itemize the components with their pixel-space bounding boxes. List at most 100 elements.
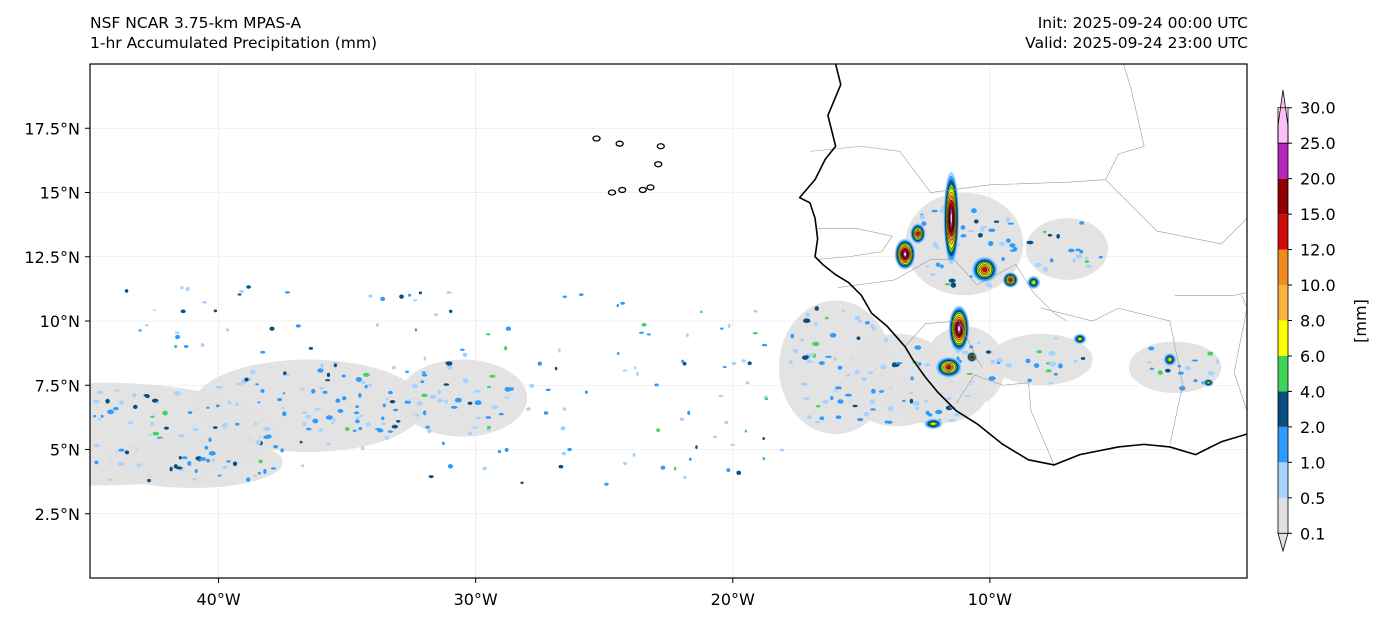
precip-speck: [79, 438, 83, 440]
precip-speck: [944, 283, 952, 286]
island-outline: [638, 186, 647, 194]
lat-tick-label: 5°N: [50, 441, 80, 460]
precip-speck: [1073, 359, 1078, 363]
precip-speck: [973, 219, 979, 224]
precip-speck: [0, 444, 1, 447]
shower-dot: [578, 293, 584, 297]
precip-speck: [818, 361, 825, 366]
shower-dot: [584, 390, 588, 394]
precip-speck: [235, 422, 240, 426]
precip-field: [0, 192, 1222, 489]
precip-speck: [902, 399, 906, 403]
precip-speck: [925, 265, 930, 268]
precip-speck: [921, 221, 927, 226]
shower-dot: [147, 433, 153, 436]
precip-speck: [355, 377, 362, 383]
precip-speck: [964, 395, 972, 398]
lon-tick-label: 10°W: [968, 590, 1012, 609]
colorbar-level-label: 12.0: [1300, 241, 1336, 260]
precip-speck: [273, 444, 278, 449]
storm-cell-contour: [950, 211, 953, 225]
precip-speck: [325, 442, 331, 446]
precip-speck: [829, 332, 837, 338]
storm-cell-contour: [1167, 357, 1172, 362]
precip-speck: [919, 214, 926, 220]
precip-speck: [909, 398, 914, 404]
precip-speck: [467, 401, 473, 405]
shower-dot: [180, 309, 186, 314]
precip-speck: [846, 373, 851, 377]
shower-dot: [462, 352, 468, 357]
shower-dot: [269, 326, 275, 331]
precip-speck: [1149, 367, 1155, 370]
shower-dot: [150, 415, 155, 418]
border-line: [904, 320, 983, 368]
precip-speck: [368, 383, 372, 388]
precip-speck: [358, 392, 362, 398]
precip-speck: [18, 465, 24, 468]
title-block: NSF NCAR 3.75-km MPAS-A 1-hr Accumulated…: [90, 13, 377, 53]
shower-dot: [604, 482, 609, 486]
precip-speck: [263, 426, 271, 432]
precip-speck: [1056, 233, 1060, 239]
shower-dot: [753, 309, 758, 313]
precip-speck: [1005, 216, 1010, 222]
precip-speck: [861, 377, 867, 382]
colorbar-segment: [1278, 249, 1288, 286]
precip-speck: [1009, 243, 1016, 248]
shower-dot: [695, 445, 698, 449]
precip-speck: [935, 262, 941, 267]
precip-speck: [841, 309, 846, 312]
precip-speck: [966, 372, 973, 375]
shower-dot: [185, 286, 190, 292]
precip-speck: [265, 434, 272, 439]
precip-speck: [258, 459, 263, 464]
colorbar-segment: [1278, 214, 1288, 250]
precip-speck: [1007, 222, 1015, 225]
shower-dot: [384, 435, 390, 440]
precip-speck: [319, 386, 325, 390]
precip-speck: [14, 445, 19, 449]
precip-speck: [206, 458, 210, 463]
coastline: [798, 64, 1247, 466]
shower-dot: [423, 356, 427, 361]
precip-speck: [1207, 371, 1215, 376]
shower-dot: [762, 456, 766, 461]
border-line: [1041, 307, 1184, 445]
precip-speck: [13, 415, 18, 417]
storm-cell-contour: [970, 355, 974, 359]
precip-speck: [217, 474, 222, 477]
lat-tick-label: 17.5°N: [24, 119, 80, 138]
precip-speck: [968, 229, 975, 233]
shower-dot: [155, 401, 160, 405]
precip-speck: [864, 321, 870, 325]
colorbar-segment: [1278, 391, 1288, 427]
model-title: NSF NCAR 3.75-km MPAS-A: [90, 14, 302, 32]
lat-tick-label: 7.5°N: [35, 376, 80, 395]
precip-speck: [990, 360, 996, 365]
precip-speck: [204, 445, 209, 450]
precip-speck: [1075, 248, 1081, 252]
precip-speck: [113, 406, 119, 411]
time-block: Init: 2025-09-24 00:00 UTC Valid: 2025-0…: [1025, 13, 1248, 53]
precip-speck: [1184, 366, 1191, 371]
shower-dot: [545, 388, 551, 392]
precip-speck: [393, 408, 399, 412]
precip-speck: [381, 416, 385, 421]
precip-speck: [305, 414, 312, 419]
precip-speck: [915, 406, 920, 411]
border-line: [1175, 292, 1247, 296]
shower-dot: [446, 291, 452, 294]
precip-speck: [867, 371, 874, 374]
precip-speck: [948, 419, 956, 422]
precip-speck: [835, 415, 842, 419]
precip-speck: [16, 402, 21, 406]
precip-speck: [454, 397, 462, 403]
precip-speck: [1006, 238, 1011, 243]
precip-speck: [1042, 266, 1049, 272]
precip-speck: [833, 389, 838, 392]
precip-speck: [1058, 363, 1063, 369]
shower-dot: [284, 291, 291, 294]
lon-axis: 40°W 30°W 20°W 10°W: [196, 578, 1012, 609]
shower-dot: [731, 361, 737, 366]
